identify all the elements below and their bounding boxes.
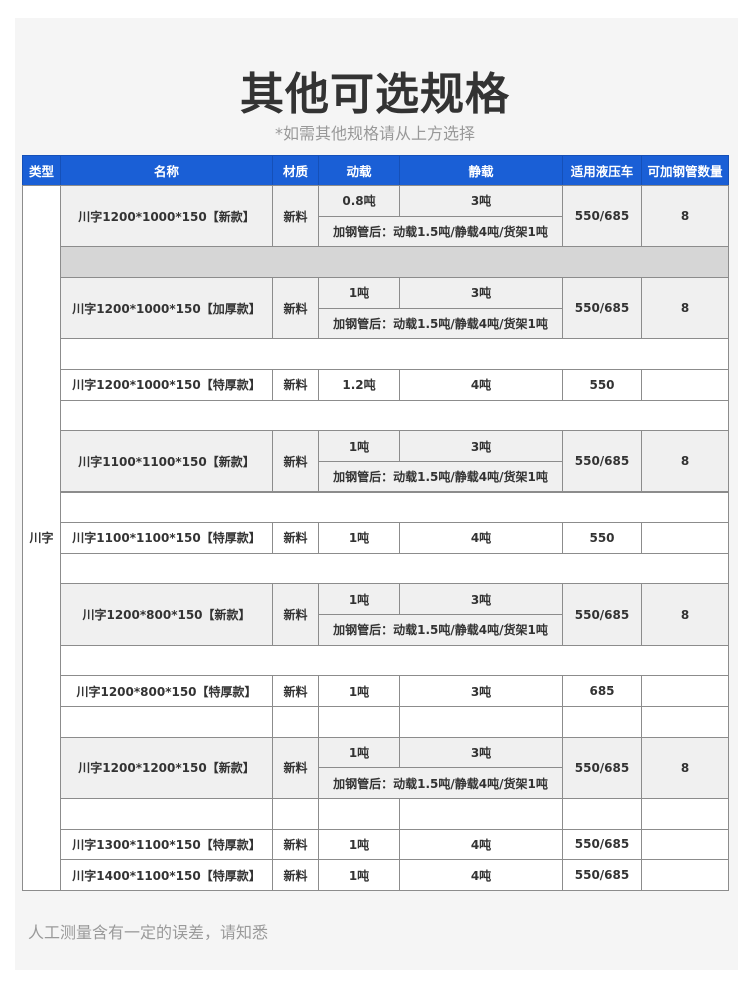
truck-cell: 550/685	[562, 276, 642, 340]
empty-cell	[641, 706, 729, 738]
header-truck: 适用液压车	[562, 155, 642, 186]
separator-row	[60, 246, 729, 278]
empty-cell	[562, 798, 642, 830]
tube-count-cell	[641, 675, 729, 708]
truck-cell: 550	[562, 522, 642, 554]
steel-tube-note-cell: 加钢管后：动载1.5吨/静载4吨/货架1吨	[318, 460, 563, 493]
product-name-cell: 川字1200*1200*150【新款】	[60, 736, 273, 799]
empty-cell	[60, 706, 273, 738]
static-load-cell: 3吨	[399, 736, 563, 769]
product-name-cell: 川字1400*1100*150【特厚款】	[60, 859, 273, 891]
steel-tube-note-cell: 加钢管后：动载1.5吨/静载4吨/货架1吨	[318, 614, 563, 646]
dynamic-load-cell: 1吨	[318, 859, 400, 891]
material-cell: 新料	[272, 430, 319, 493]
empty-cell	[399, 798, 563, 830]
dynamic-load-cell: 1吨	[318, 736, 400, 769]
tube-count-cell: 8	[641, 276, 729, 340]
static-load-cell: 4吨	[399, 368, 563, 401]
product-name-cell: 川字1200*1000*150【新款】	[60, 185, 273, 248]
truck-cell: 550/685	[562, 430, 642, 493]
material-cell: 新料	[272, 522, 319, 554]
header-dynamic-load: 动载	[318, 155, 400, 186]
static-load-cell: 3吨	[399, 675, 563, 708]
material-cell: 新料	[272, 828, 319, 861]
tube-count-cell	[641, 522, 729, 554]
spacer-row	[60, 552, 729, 585]
empty-cell	[399, 706, 563, 738]
truck-cell: 550/685	[562, 828, 642, 861]
spacer-row	[60, 399, 729, 432]
dynamic-load-cell: 1吨	[318, 675, 400, 708]
static-load-cell: 3吨	[399, 583, 563, 616]
spacer-row	[60, 644, 729, 677]
empty-cell	[641, 798, 729, 830]
header-steel-tube-count: 可加钢管数量	[641, 155, 729, 186]
product-name-cell: 川字1200*1000*150【加厚款】	[60, 276, 273, 340]
product-name-cell: 川字1200*800*150【新款】	[60, 583, 273, 646]
static-load-cell: 4吨	[399, 828, 563, 861]
tube-count-cell: 8	[641, 430, 729, 493]
dynamic-load-cell: 1吨	[318, 276, 400, 309]
spacer-row	[60, 338, 729, 370]
material-cell: 新料	[272, 583, 319, 646]
tube-count-cell: 8	[641, 185, 729, 248]
header-static-load: 静载	[399, 155, 563, 186]
static-load-cell: 3吨	[399, 430, 563, 462]
type-cell: 川字	[22, 185, 61, 891]
truck-cell: 685	[562, 675, 642, 708]
static-load-cell: 3吨	[399, 276, 563, 309]
empty-cell	[318, 706, 400, 738]
page-title: 其他可选规格	[240, 69, 510, 120]
tube-count-cell	[641, 859, 729, 891]
product-name-cell: 川字1100*1100*150【特厚款】	[60, 522, 273, 554]
material-cell: 新料	[272, 859, 319, 891]
static-load-cell: 3吨	[399, 185, 563, 217]
truck-cell: 550/685	[562, 185, 642, 248]
steel-tube-note-cell: 加钢管后：动载1.5吨/静载4吨/货架1吨	[318, 307, 563, 340]
truck-cell: 550/685	[562, 583, 642, 646]
steel-tube-note-cell: 加钢管后：动载1.5吨/静载4吨/货架1吨	[318, 767, 563, 799]
material-cell: 新料	[272, 185, 319, 248]
tube-count-cell: 8	[641, 736, 729, 799]
spacer-row	[60, 491, 729, 524]
dynamic-load-cell: 1吨	[318, 828, 400, 861]
footer-note: 人工测量含有一定的误差，请知悉	[28, 923, 269, 942]
product-name-cell: 川字1300*1100*150【特厚款】	[60, 828, 273, 861]
truck-cell: 550	[562, 368, 642, 401]
static-load-cell: 4吨	[399, 859, 563, 891]
tube-count-cell	[641, 368, 729, 401]
page-subtitle: *如需其他规格请从上方选择	[274, 124, 475, 143]
dynamic-load-cell: 1.2吨	[318, 368, 400, 401]
empty-cell	[272, 706, 319, 738]
dynamic-load-cell: 0.8吨	[318, 185, 400, 217]
dynamic-load-cell: 1吨	[318, 522, 400, 554]
header-material: 材质	[272, 155, 319, 186]
empty-cell	[562, 706, 642, 738]
dynamic-load-cell: 1吨	[318, 430, 400, 462]
truck-cell: 550/685	[562, 859, 642, 891]
tube-count-cell: 8	[641, 583, 729, 646]
material-cell: 新料	[272, 368, 319, 401]
product-name-cell: 川字1200*800*150【特厚款】	[60, 675, 273, 708]
dynamic-load-cell: 1吨	[318, 583, 400, 616]
truck-cell: 550/685	[562, 736, 642, 799]
product-name-cell: 川字1200*1000*150【特厚款】	[60, 368, 273, 401]
material-cell: 新料	[272, 736, 319, 799]
empty-cell	[272, 798, 319, 830]
static-load-cell: 4吨	[399, 522, 563, 554]
steel-tube-note-cell: 加钢管后：动载1.5吨/静载4吨/货架1吨	[318, 215, 563, 248]
tube-count-cell	[641, 828, 729, 861]
empty-cell	[318, 798, 400, 830]
material-cell: 新料	[272, 675, 319, 708]
empty-cell	[60, 798, 273, 830]
header-name: 名称	[60, 155, 273, 186]
material-cell: 新料	[272, 276, 319, 340]
header-type: 类型	[22, 155, 61, 186]
product-name-cell: 川字1100*1100*150【新款】	[60, 430, 273, 493]
